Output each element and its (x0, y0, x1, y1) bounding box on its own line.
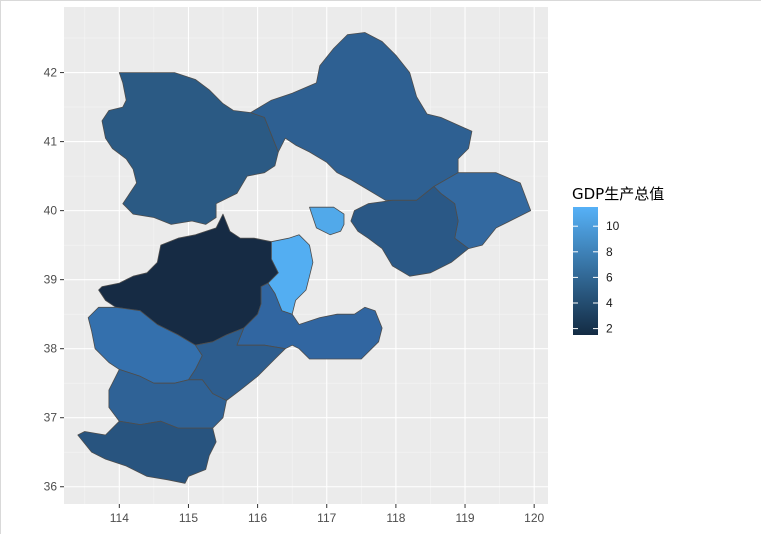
legend-ticks: 10 8 6 4 2 (573, 219, 620, 336)
region-zhangjiakou (101, 72, 279, 225)
x-tick-label: 114 (110, 511, 129, 525)
region-langfang (267, 234, 314, 315)
x-axis: 114 115 116 117 118 119 120 (110, 504, 545, 525)
legend-label: 6 (606, 270, 613, 284)
y-tick-label: 39 (44, 273, 58, 287)
region-xingtai (108, 369, 227, 429)
x-tick-label: 115 (179, 511, 198, 525)
legend-colorbar (573, 207, 598, 335)
y-tick-label: 38 (44, 342, 58, 356)
map-regions (77, 32, 532, 484)
window-left-edge (0, 0, 1, 534)
x-tick-label: 120 (524, 511, 544, 525)
legend-title: GDP生产总值 (572, 185, 664, 203)
region-sanhe (309, 206, 345, 236)
legend-label: 2 (606, 322, 613, 336)
legend-label: 4 (606, 296, 613, 310)
legend: GDP生产总值 10 8 6 4 2 (572, 185, 664, 336)
region-hengshui (188, 327, 286, 401)
x-tick-label: 119 (455, 511, 474, 525)
region-chengde (250, 32, 473, 201)
x-tick-label: 117 (317, 511, 336, 525)
x-tick-label: 116 (248, 511, 267, 525)
y-axis: 36 37 38 39 40 41 42 (44, 66, 64, 494)
y-tick-label: 36 (44, 480, 58, 494)
region-handan (77, 420, 217, 484)
y-tick-label: 40 (44, 204, 58, 218)
x-tick-label: 118 (386, 511, 405, 525)
y-tick-label: 42 (44, 66, 58, 80)
region-tangshan (350, 186, 469, 277)
y-tick-label: 41 (44, 135, 58, 149)
legend-label: 8 (606, 245, 613, 259)
legend-label: 10 (606, 219, 620, 233)
y-tick-label: 37 (44, 411, 58, 425)
window-top-edge (0, 0, 761, 1)
